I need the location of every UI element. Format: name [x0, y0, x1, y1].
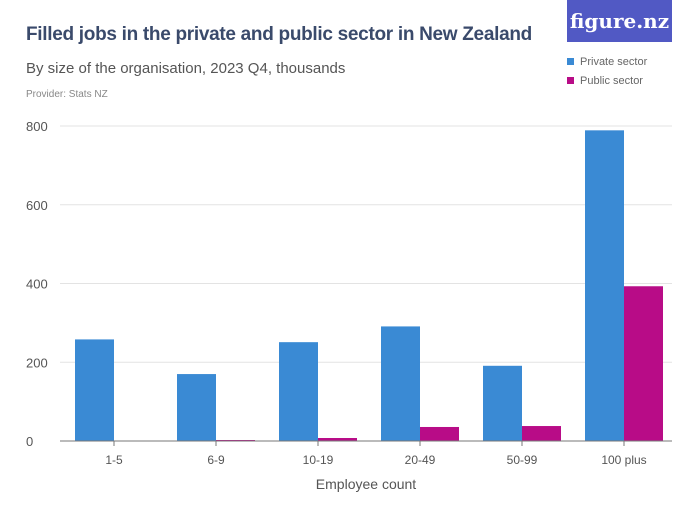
provider-label: Provider: Stats NZ [26, 89, 108, 100]
legend-item-public: Public sector [567, 71, 647, 90]
legend-swatch [567, 58, 574, 65]
legend-item-private: Private sector [567, 52, 647, 71]
bar-private [177, 374, 216, 441]
bar-private [585, 130, 624, 442]
x-axis-label: Employee count [316, 476, 417, 492]
x-tick-label: 6-9 [207, 453, 225, 467]
bar-public [624, 286, 663, 441]
x-tick-label: 20-49 [405, 453, 436, 467]
figure-nz-logo[interactable]: figure.nz [567, 0, 672, 42]
x-tick-label: 1-5 [105, 453, 123, 467]
y-tick-label: 800 [26, 119, 48, 134]
legend-swatch [567, 77, 574, 84]
legend: Private sector Public sector [567, 52, 647, 90]
chart-subtitle: By size of the organisation, 2023 Q4, th… [26, 60, 346, 77]
y-tick-label: 400 [26, 277, 48, 292]
y-tick-label: 600 [26, 198, 48, 213]
bar-public [420, 426, 459, 441]
bar-private [279, 342, 318, 441]
x-tick-label: 10-19 [303, 453, 334, 467]
bar-public [318, 438, 357, 441]
legend-label: Private sector [580, 55, 648, 68]
x-tick-label: 50-99 [507, 453, 538, 467]
bar-public [522, 426, 561, 441]
y-tick-label: 0 [26, 434, 33, 449]
bar-private [75, 339, 114, 441]
y-tick-label: 200 [26, 355, 48, 370]
bar-private [483, 365, 522, 441]
x-tick-label: 100 plus [601, 453, 646, 467]
bar-private [381, 326, 420, 441]
chart-title: Filled jobs in the private and public se… [26, 24, 532, 45]
legend-label: Public sector [580, 74, 643, 87]
